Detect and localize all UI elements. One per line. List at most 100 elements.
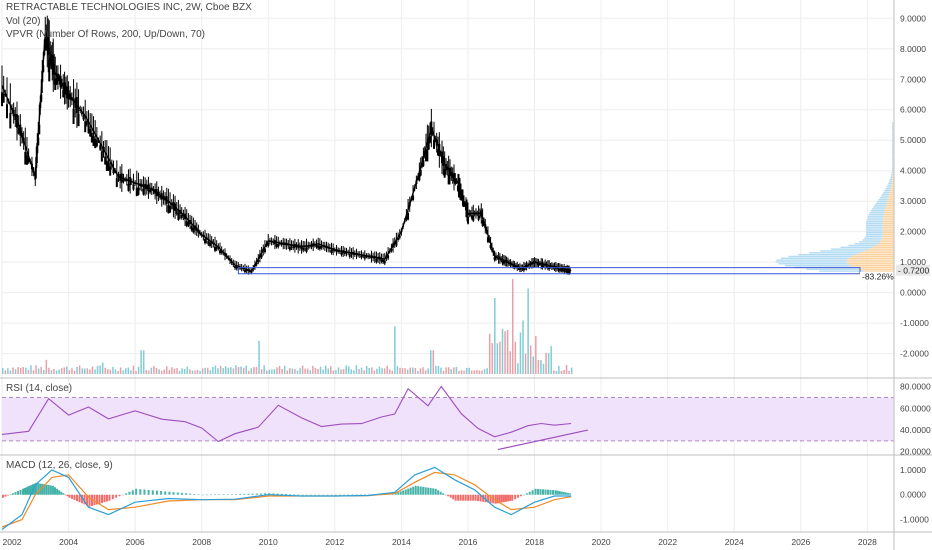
volume-bar: [509, 351, 511, 374]
volume-bar: [48, 367, 50, 374]
candle-body: [338, 250, 341, 252]
volume-bar: [381, 368, 383, 374]
volume-bar: [158, 369, 160, 374]
macd-indicator-label[interactable]: MACD (12, 26, close, 9): [6, 460, 113, 471]
vpvr-row-down: [880, 241, 894, 243]
volume-bar: [86, 368, 89, 374]
macd-histogram-bar: [489, 494, 492, 503]
candle-body: [258, 254, 261, 258]
volume-bar: [278, 366, 281, 374]
volume-bar: [496, 343, 499, 374]
volume-bar: [40, 366, 42, 374]
macd-histogram-bar: [58, 490, 61, 495]
candle-body: [297, 244, 300, 249]
vpvr-row-down: [887, 200, 894, 203]
vpvr-row-down: [864, 270, 894, 272]
volume-bar: [483, 369, 486, 374]
vpvr-row-up: [865, 226, 883, 228]
candle-body: [554, 265, 557, 269]
candle-body: [224, 252, 226, 256]
macd-histogram-bar: [135, 488, 138, 495]
vpvr-row-down: [883, 215, 894, 217]
volume-bar: [153, 365, 155, 374]
candle-body: [407, 213, 410, 220]
vpvr-row-up: [788, 255, 852, 258]
candle-body: [422, 160, 425, 166]
macd-histogram-bar: [93, 494, 96, 506]
volume-bar: [196, 369, 199, 374]
volume-bar: [122, 370, 124, 374]
macd-histogram-bar: [168, 491, 171, 495]
volume-bar: [291, 368, 294, 374]
candle-body: [15, 114, 18, 128]
candle-body: [283, 242, 286, 246]
candle-body: [553, 267, 556, 269]
candle-body: [325, 245, 328, 249]
price-line: [1, 33, 572, 273]
macd-histogram-bar: [86, 494, 89, 506]
candle-body: [95, 140, 98, 147]
candle-body: [5, 104, 8, 119]
macd-histogram-bar: [498, 494, 501, 503]
vpvr-row-down: [890, 188, 894, 190]
candle-body: [501, 260, 504, 264]
candle-body: [549, 265, 552, 267]
candle-body: [243, 269, 246, 272]
vpvr-row-up: [820, 250, 865, 252]
candle-body: [380, 259, 383, 262]
rsi-indicator-label[interactable]: RSI (14, close): [6, 383, 73, 394]
candle-body: [12, 109, 15, 117]
vpvr-row-down: [884, 211, 894, 214]
candle-body: [390, 248, 393, 251]
volume-bar: [96, 365, 99, 374]
volume-bar: [168, 370, 171, 374]
candle-body: [64, 85, 67, 95]
candle-body: [327, 246, 330, 249]
macd-histogram-bar: [434, 488, 437, 495]
candle-body: [32, 170, 35, 173]
macd-histogram-bar: [537, 488, 540, 495]
vpvr-row-down: [864, 250, 894, 252]
volume-indicator-label[interactable]: Vol (20): [6, 16, 41, 27]
vpvr-indicator-label[interactable]: VPVR (Number Of Rows, 200, Up/Down, 70): [6, 29, 205, 40]
vpvr-row-up: [840, 246, 873, 249]
candle-body: [513, 265, 516, 268]
candle-body: [19, 124, 22, 136]
candle-body: [290, 244, 293, 247]
candle-body: [337, 250, 340, 252]
vpvr-row-down: [889, 191, 894, 194]
candle-body: [70, 97, 73, 101]
macd-histogram-bar: [424, 487, 427, 495]
volume-bar: [458, 370, 460, 374]
macd-histogram-bar: [180, 492, 183, 495]
price-y-tick-label: 1.0000: [900, 257, 926, 267]
volume-bar: [50, 370, 53, 374]
macd-histogram-bar: [201, 494, 204, 496]
candle-body: [544, 263, 547, 266]
volume-bar: [2, 368, 4, 374]
range-percent-label: -83.26%: [862, 272, 894, 282]
candle-body: [9, 112, 12, 129]
vpvr-row-down: [868, 248, 894, 250]
candle-body: [335, 249, 338, 252]
macd-histogram-bar: [454, 494, 457, 501]
macd-histogram-bar: [11, 493, 14, 495]
volume-bar: [301, 365, 304, 374]
candle-body: [287, 243, 290, 246]
macd-histogram-bar: [131, 490, 134, 495]
volume-bar: [163, 369, 165, 374]
macd-histogram-bar: [16, 491, 19, 495]
volume-bar: [373, 370, 376, 374]
price-y-tick-label: 2.0000: [900, 227, 926, 237]
candle-body: [430, 121, 433, 135]
vpvr-row-up: [878, 199, 888, 201]
volume-bar: [378, 366, 381, 374]
x-tick-label: 2028: [858, 537, 877, 547]
vpvr-row-down: [878, 242, 894, 245]
volume-bar: [45, 359, 48, 374]
volume-bar: [545, 352, 547, 374]
macd-histogram-bar: [343, 494, 346, 496]
macd-histogram-bar: [289, 494, 292, 495]
candle-body: [474, 212, 477, 215]
rsi-y-tick-label: 40.0000: [900, 425, 931, 435]
